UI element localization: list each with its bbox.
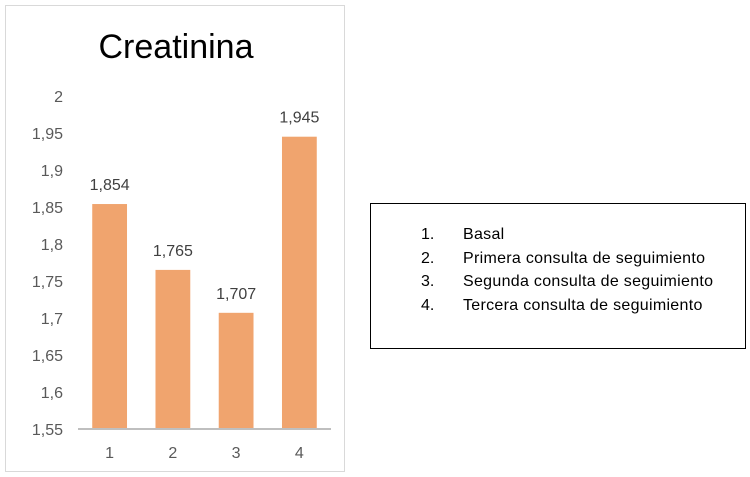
bar	[218, 312, 254, 429]
y-tick-label: 1,95	[32, 126, 63, 143]
y-tick-label: 1,85	[32, 200, 63, 217]
x-tick-label: 4	[295, 445, 304, 462]
legend-list: 1. Basal 2. Primera consulta de seguimient…	[421, 226, 713, 320]
x-tick-label: 3	[232, 445, 241, 462]
legend-item-text: Segunda consulta de seguimiento	[463, 273, 714, 290]
legend-item: 2. Primera consulta de seguimiento	[421, 250, 713, 274]
legend-item-text: Tercera consulta de seguimiento	[463, 296, 703, 314]
y-tick-label: 1,55	[32, 422, 63, 439]
bar	[92, 204, 128, 429]
data-label: 1,765	[153, 243, 193, 260]
legend-box: 1. Basal 2. Primera consulta de seguimient…	[370, 203, 746, 349]
y-tick-label: 1,65	[32, 348, 63, 365]
chart-title: Creatinina	[98, 28, 254, 66]
bar	[281, 136, 317, 429]
legend-item-number: 1.	[421, 226, 435, 243]
legend-item-number: 3.	[421, 273, 435, 290]
y-tick-label: 1,75	[32, 274, 63, 291]
legend-item-text: Basal	[463, 226, 505, 243]
y-tick-label: 1,7	[41, 311, 63, 328]
legend-item: 1. Basal	[421, 226, 713, 250]
bar-chart: 1,55 1,6 1,65 1,7 1,75 1,8 1,85 1,9 1,95 2 1,854 1 1…	[32, 89, 331, 462]
y-tick-label: 1,6	[41, 385, 63, 402]
y-tick-label: 2	[54, 89, 63, 106]
x-tick-label: 2	[168, 445, 177, 462]
x-tick-label: 1	[105, 445, 114, 462]
legend-item: 3. Segunda consulta de seguimiento	[421, 273, 713, 297]
legend-item-number: 4.	[421, 296, 435, 314]
bar	[155, 269, 191, 429]
chart-panel: Creatinina 1,55 1,6 1,65 1,7 1,75 1,8 1,85 1,9 1…	[5, 5, 345, 472]
legend-item-number: 2.	[421, 249, 435, 267]
y-tick-label: 1,9	[41, 163, 63, 180]
legend-item-text: Primera consulta de seguimiento	[463, 249, 706, 267]
data-label: 1,945	[279, 110, 319, 127]
data-label: 1,854	[90, 177, 130, 194]
y-tick-label: 1,8	[41, 237, 63, 254]
legend-item: 4. Tercera consulta de seguimiento	[421, 297, 713, 321]
data-label: 1,707	[216, 286, 256, 303]
